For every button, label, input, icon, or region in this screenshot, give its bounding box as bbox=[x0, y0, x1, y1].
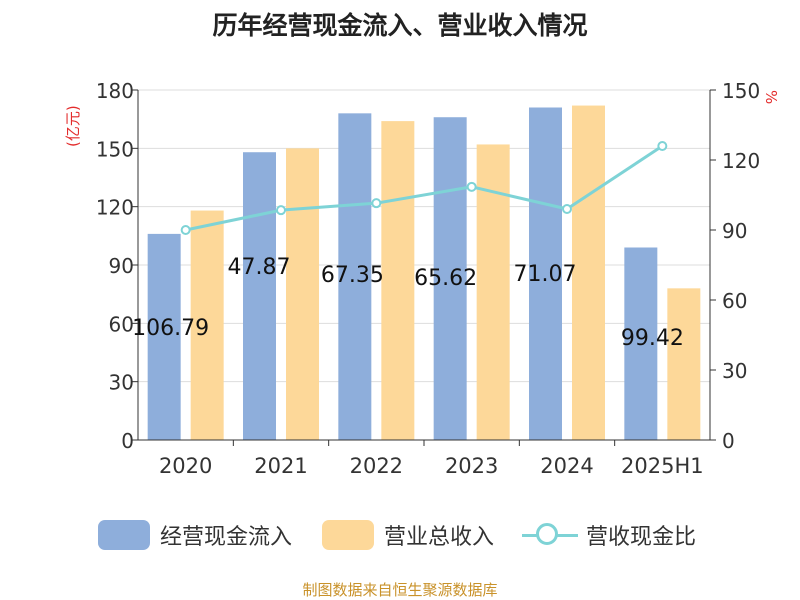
x-tick-label: 2022 bbox=[350, 454, 403, 478]
data-label: 65.62 bbox=[414, 266, 477, 291]
data-labels: 106.79 47.87 67.35 65.62 71.07 99.42 bbox=[132, 255, 684, 351]
legend-item-cash-inflow[interactable]: 经营现金流入 bbox=[98, 517, 292, 553]
grid-lines bbox=[138, 89, 710, 383]
data-label: 47.87 bbox=[228, 255, 291, 280]
legend-label-revenue: 营业总收入 bbox=[384, 525, 495, 550]
y-left-tick-label: 30 bbox=[109, 371, 134, 395]
bar-revenue bbox=[572, 105, 605, 441]
x-tick-label: 2023 bbox=[445, 454, 498, 478]
legend-label-ratio: 营收现金比 bbox=[586, 525, 697, 550]
line-series bbox=[180, 141, 668, 235]
y-left-tick-label: 60 bbox=[109, 312, 134, 336]
legend-item-ratio[interactable]: 营收现金比 bbox=[522, 517, 696, 553]
legend: 经营现金流入 营业总收入 营收现金比 bbox=[0, 517, 800, 557]
bar-cash-inflow bbox=[624, 247, 658, 440]
ratio-point bbox=[562, 204, 572, 214]
right-axis-unit: % bbox=[762, 90, 780, 105]
x-tick-label: 2024 bbox=[540, 454, 593, 478]
bar-cash-inflow bbox=[147, 233, 181, 440]
bar-cash-inflow bbox=[529, 107, 562, 440]
data-label: 71.07 bbox=[514, 262, 577, 287]
source-note: 制图数据来自恒生聚源数据库 bbox=[302, 581, 498, 599]
ratio-point bbox=[657, 141, 668, 151]
legend-label-cash-inflow: 经营现金流入 bbox=[160, 525, 293, 550]
bar-revenue bbox=[667, 288, 701, 440]
y-left-tick-label: 120 bbox=[96, 196, 134, 220]
y-left-tick-label: 90 bbox=[109, 254, 134, 278]
ratio-point bbox=[466, 181, 477, 192]
bar-series bbox=[147, 105, 701, 441]
y-right-tick-label: 30 bbox=[722, 359, 747, 383]
bar-revenue bbox=[381, 121, 415, 440]
legend-item-revenue[interactable]: 营业总收入 bbox=[322, 517, 494, 553]
y-right-tick-label: 90 bbox=[722, 219, 747, 243]
bar-cash-inflow bbox=[433, 117, 467, 440]
legend-swatch-cash-inflow bbox=[98, 520, 150, 550]
y-left-tick-label: 150 bbox=[96, 137, 134, 161]
bar-revenue bbox=[286, 148, 319, 441]
data-label: 67.35 bbox=[321, 263, 384, 288]
y-right-tick-label: 0 bbox=[722, 429, 735, 453]
y-right-tick-label: 150 bbox=[722, 79, 760, 103]
left-axis-unit: (亿元) bbox=[64, 105, 82, 147]
data-label: 99.42 bbox=[621, 326, 684, 351]
ratio-point bbox=[180, 225, 191, 235]
chart-title: 历年经营现金流入、营业收入情况 bbox=[212, 11, 588, 40]
y-left-tick-label: 180 bbox=[96, 79, 134, 103]
bar-revenue bbox=[190, 210, 224, 440]
x-tick-label: 2020 bbox=[159, 454, 212, 478]
x-tick-label: 2021 bbox=[254, 454, 307, 478]
bar-cash-inflow bbox=[338, 113, 372, 440]
y-right-tick-label: 120 bbox=[722, 149, 760, 173]
legend-line-marker-icon bbox=[522, 520, 578, 550]
ratio-point bbox=[371, 198, 382, 209]
x-tick-label: 2025H1 bbox=[621, 454, 704, 478]
ratio-line bbox=[185, 144, 664, 232]
ratio-point bbox=[276, 205, 286, 216]
bar-cash-inflow bbox=[243, 152, 276, 440]
data-label: 106.79 bbox=[132, 316, 209, 341]
y-left-tick-label: 0 bbox=[121, 429, 134, 453]
legend-swatch-revenue bbox=[322, 520, 374, 550]
y-right-tick-label: 60 bbox=[722, 289, 747, 313]
axes: 0 30 60 90 120 150 180 0 30 60 90 120 150 2020 2021 202… bbox=[96, 79, 760, 478]
